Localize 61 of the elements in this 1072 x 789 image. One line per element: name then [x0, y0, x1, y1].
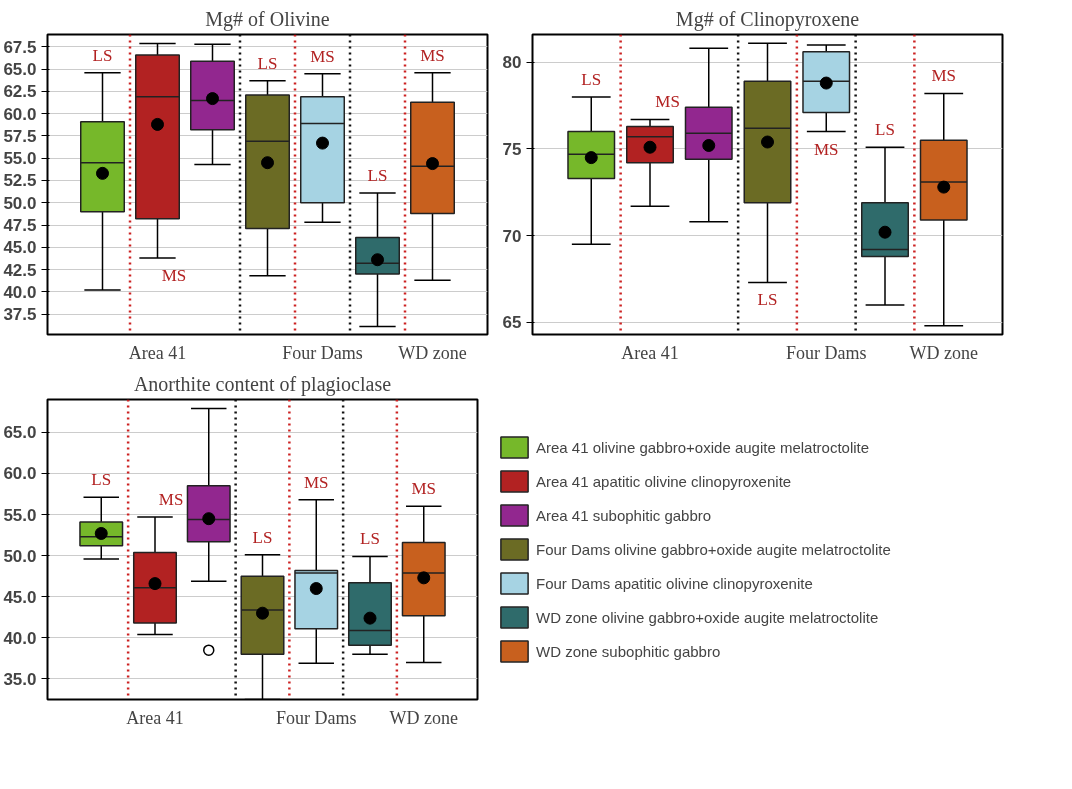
annotation: MS	[310, 46, 335, 66]
annotation: MS	[420, 45, 445, 65]
annotation: LS	[581, 69, 602, 89]
y-tick-label: 75	[502, 139, 522, 159]
legend-label: Four Dams apatitic olivine clinopyroxenite	[536, 574, 813, 592]
y-tick-label: 45.0	[3, 238, 37, 258]
annotation: LS	[757, 290, 778, 310]
annotation: LS	[257, 53, 278, 73]
x-tick-label: Area 41	[126, 707, 184, 728]
x-tick-label: Four Dams	[282, 342, 363, 363]
y-tick-label: 40.0	[3, 628, 37, 648]
annotation: LS	[91, 470, 112, 490]
x-tick-label: WD zone	[389, 707, 458, 728]
y-tick-label: 60.0	[3, 104, 37, 124]
y-tick-label: 40.0	[3, 282, 37, 302]
legend-label: Area 41 apatitic olivine clinopyroxenite	[536, 472, 792, 490]
x-tick-label: WD zone	[398, 342, 467, 363]
x-tick-label: Four Dams	[786, 342, 867, 363]
annotation: MS	[655, 92, 680, 112]
y-tick-label: 55.0	[3, 505, 37, 525]
annotation: LS	[367, 165, 388, 185]
y-tick-label: 50.0	[3, 546, 37, 566]
chart-title: Mg# of Olivine	[205, 7, 330, 31]
annotation: MS	[813, 139, 839, 159]
annotation: MS	[303, 472, 329, 492]
x-tick-label: Area 41	[621, 342, 679, 363]
y-tick-label: 52.5	[3, 171, 37, 191]
legend-label: Area 41 olivine gabbro+oxide augite melatroctolite	[536, 438, 870, 456]
y-tick-label: 55.0	[3, 149, 37, 169]
y-tick-label: 65	[502, 313, 522, 333]
chart-title: Mg# of Clinopyroxene	[675, 7, 860, 31]
x-tick-label: Four Dams	[276, 707, 357, 728]
annotation: LS	[360, 529, 380, 549]
y-tick-label: 65.0	[3, 423, 37, 443]
y-tick-label: 65.0	[3, 60, 37, 80]
legend-label: WD zone subophitic gabbro	[536, 642, 721, 660]
x-tick-label: WD zone	[909, 342, 978, 363]
annotation: MS	[931, 66, 957, 86]
legend-label: WD zone olivine gabbro+oxide augite melatroctolite	[536, 608, 879, 626]
annotation: LS	[252, 527, 273, 547]
chart-title: Anorthite content of plagioclase	[133, 372, 392, 396]
annotation: MS	[161, 265, 187, 285]
annotation: MS	[158, 490, 184, 510]
y-tick-label: 42.5	[3, 260, 37, 280]
legend-label: Four Dams olivine gabbro+oxide augite melatroctolite	[536, 540, 891, 558]
annotation: LS	[92, 45, 113, 65]
y-tick-label: 35.0	[3, 669, 37, 689]
y-tick-label: 45.0	[3, 587, 37, 607]
y-tick-label: 57.5	[3, 126, 37, 146]
y-tick-label: 50.0	[3, 193, 37, 213]
legend-label: Area 41 subophitic gabbro	[536, 506, 712, 524]
y-tick-label: 80	[502, 53, 522, 73]
y-tick-label: 62.5	[3, 82, 37, 102]
y-tick-label: 47.5	[3, 216, 37, 235]
annotation: MS	[411, 479, 437, 499]
y-tick-label: 60.0	[3, 464, 37, 484]
x-tick-label: Area 41	[128, 342, 187, 363]
y-tick-label: 70	[502, 226, 522, 246]
y-tick-label: 67.5	[3, 37, 37, 57]
y-tick-label: 37.5	[3, 305, 37, 325]
annotation: LS	[875, 120, 895, 140]
